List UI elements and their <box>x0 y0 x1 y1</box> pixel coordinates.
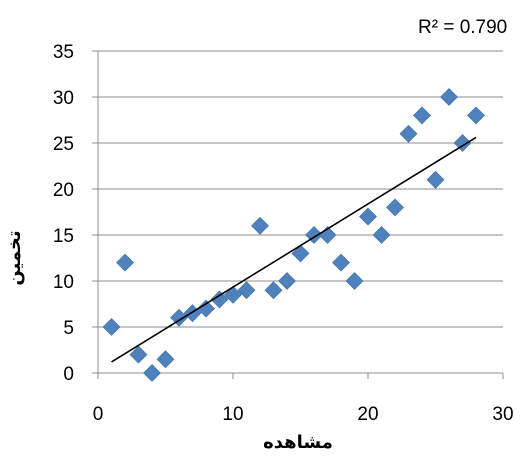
data-point <box>399 124 418 143</box>
x-tick-label: 10 <box>222 404 243 425</box>
data-point <box>332 253 350 272</box>
data-point <box>197 299 215 318</box>
data-point <box>143 364 161 382</box>
y-tick-label: 20 <box>53 180 74 201</box>
data-point <box>170 308 188 327</box>
x-axis-title: مشاهده <box>263 432 333 453</box>
data-point <box>210 290 229 309</box>
x-tick-label: 0 <box>93 404 104 425</box>
y-tick-label: 30 <box>53 88 74 109</box>
data-point <box>237 281 256 300</box>
x-tick-label: 30 <box>492 404 513 425</box>
data-point <box>440 88 458 106</box>
data-point <box>359 207 377 226</box>
x-axis-ticks: 0 10 20 30 <box>93 373 514 425</box>
data-point <box>413 106 431 125</box>
x-tick-label: 20 <box>357 404 378 425</box>
data-point <box>386 198 404 217</box>
y-tick-label: 15 <box>53 226 74 247</box>
y-tick-label: 0 <box>63 364 74 385</box>
data-point <box>278 272 296 290</box>
data-point <box>372 226 391 244</box>
y-tick-label: 10 <box>53 272 74 293</box>
y-tick-label: 25 <box>53 134 74 155</box>
y-tick-label: 35 <box>53 42 74 63</box>
data-point <box>426 170 445 189</box>
gridlines <box>98 50 503 328</box>
data-point <box>453 134 472 152</box>
data-point <box>264 281 283 300</box>
data-point <box>467 106 485 125</box>
data-point <box>102 318 121 336</box>
y-tick-label: 5 <box>63 318 74 339</box>
y-axis-title: تخمین <box>4 230 25 285</box>
y-axis-ticks: 0 5 10 15 20 25 30 35 <box>53 42 98 385</box>
trendline <box>111 136 477 363</box>
data-point <box>345 272 364 290</box>
r-squared-label: R² = 0.790 <box>418 17 507 38</box>
data-point <box>129 345 148 364</box>
data-point <box>156 350 175 369</box>
data-point <box>116 253 134 272</box>
data-point <box>251 216 269 235</box>
data-point <box>291 244 310 263</box>
